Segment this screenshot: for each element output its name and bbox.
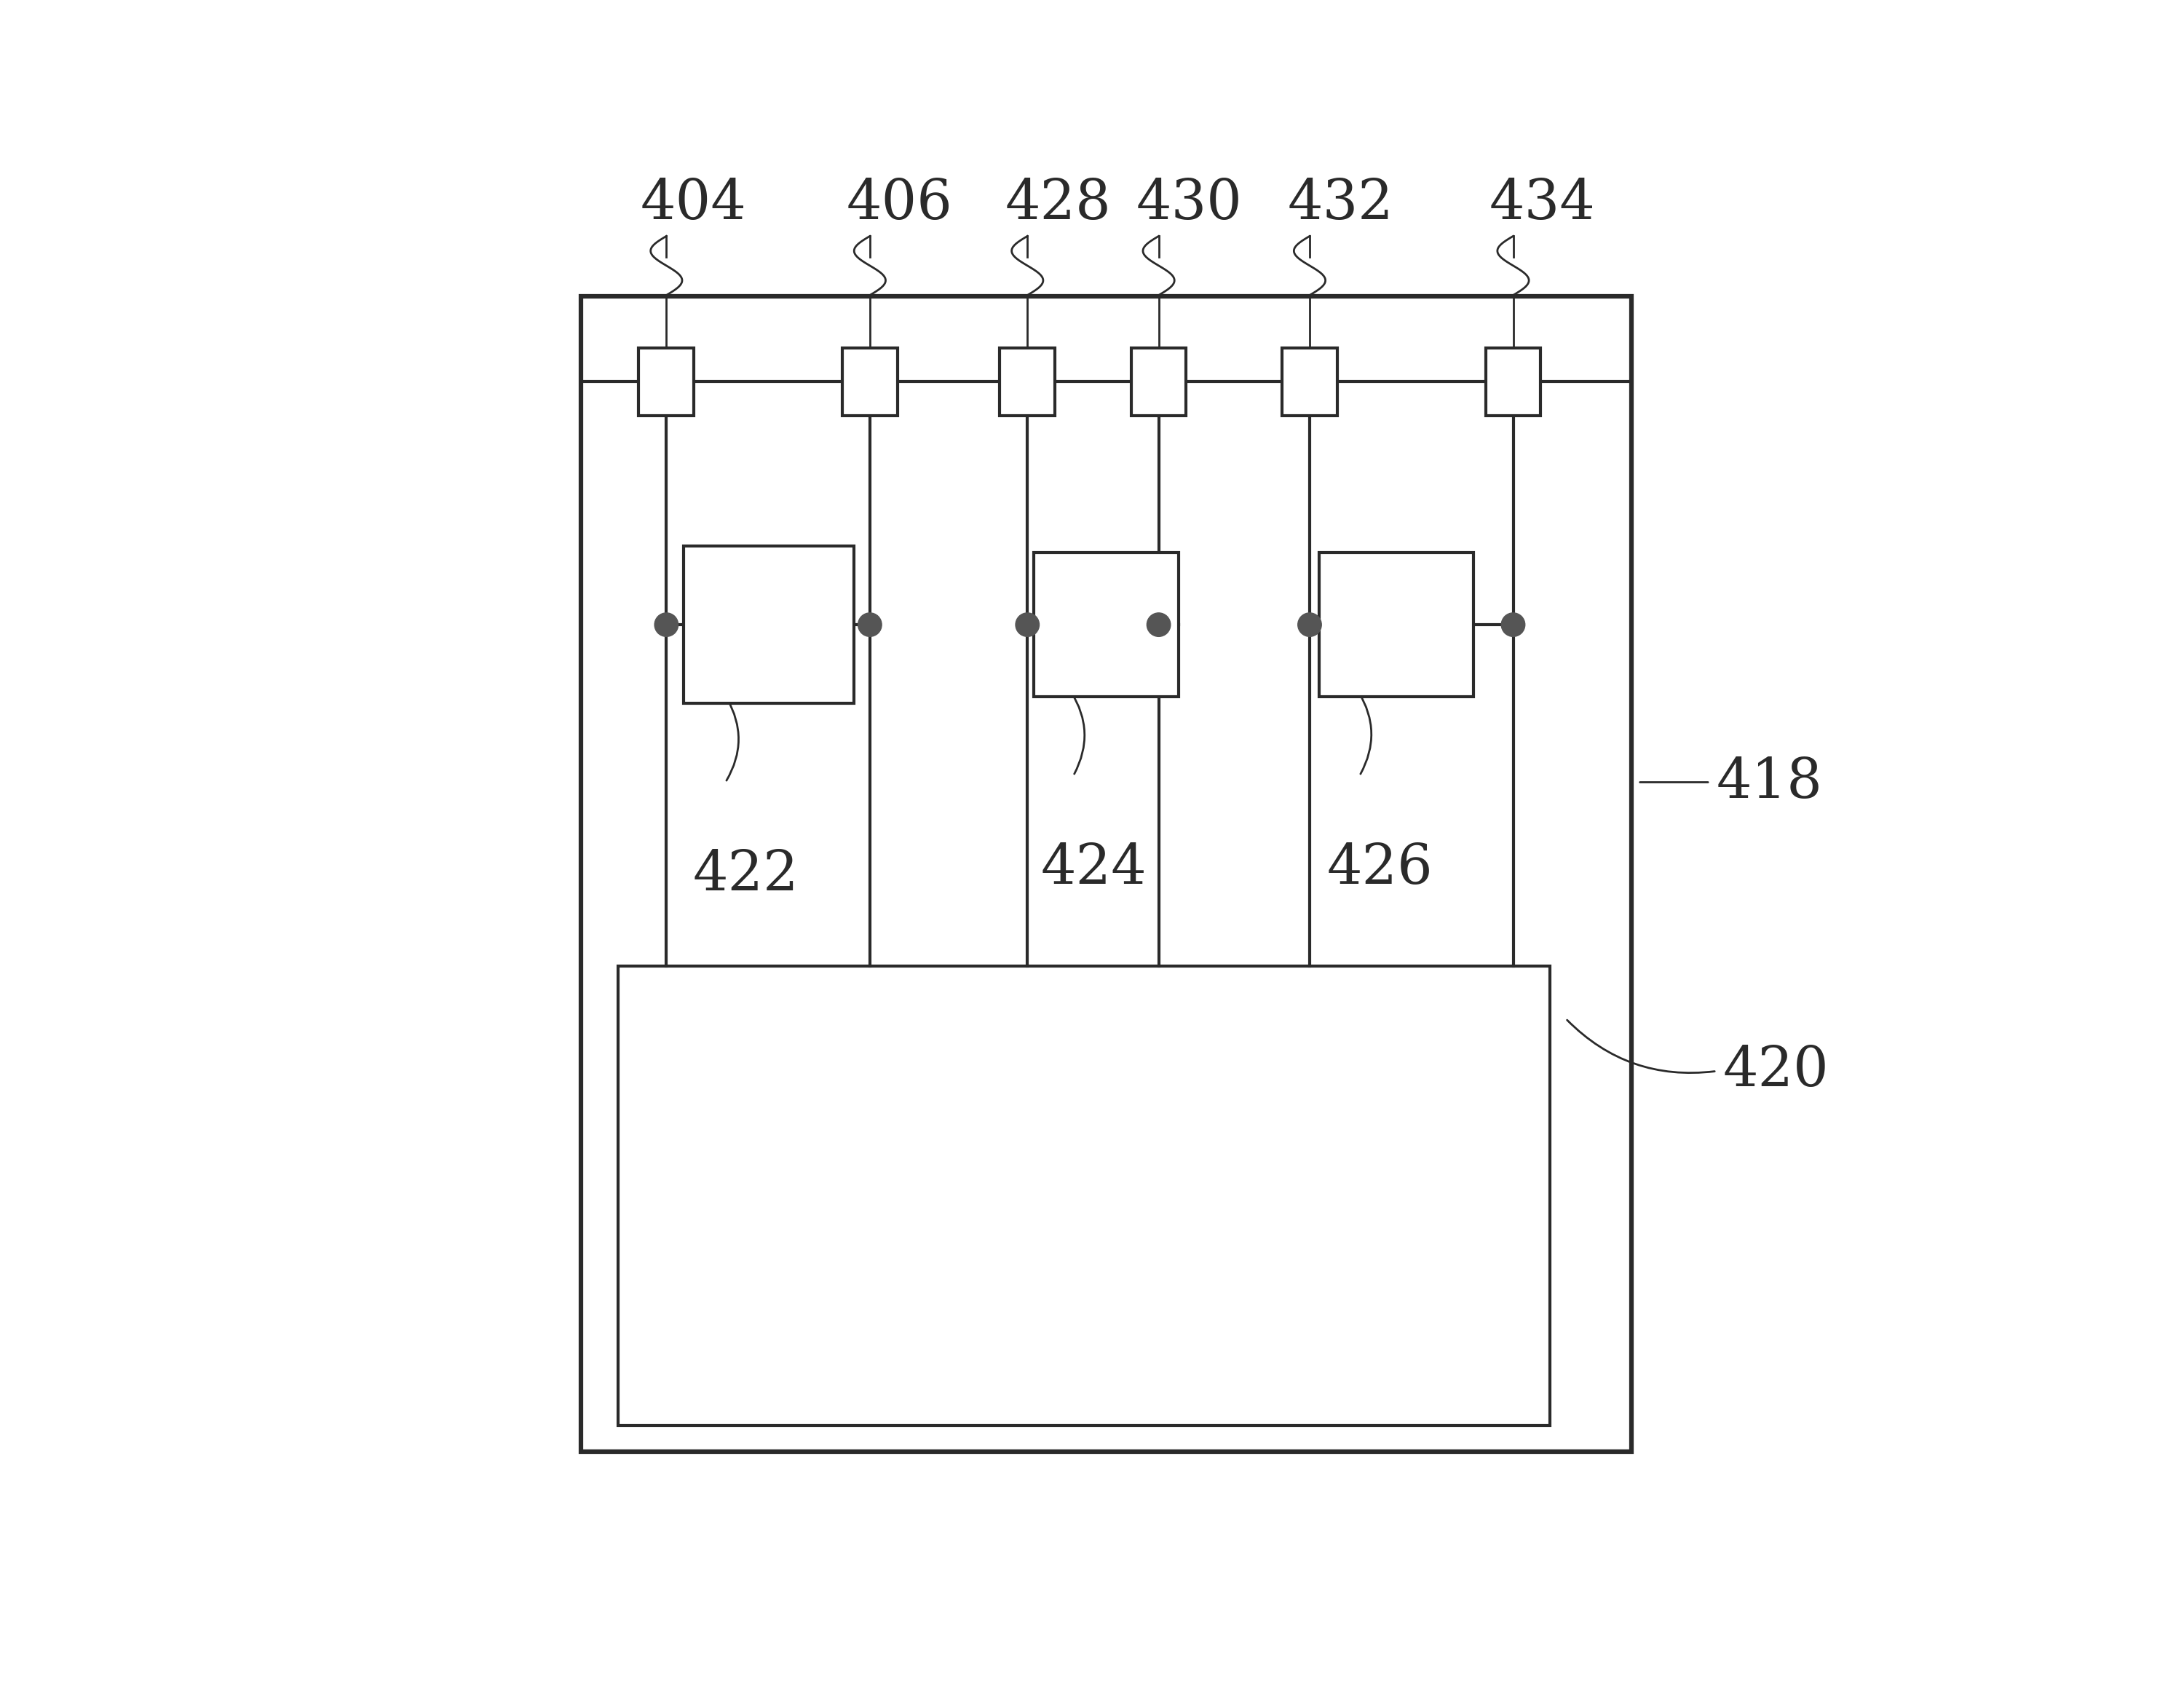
Text: 432: 432: [1286, 177, 1393, 230]
Text: 406: 406: [845, 177, 952, 230]
Bar: [1033, 552, 1179, 697]
Circle shape: [1297, 612, 1321, 636]
Text: 434: 434: [1489, 177, 1597, 230]
Bar: [581, 297, 1631, 1453]
Bar: [843, 348, 898, 416]
Text: 424: 424: [1040, 841, 1147, 895]
Bar: [1319, 552, 1474, 697]
Bar: [618, 967, 1551, 1425]
Bar: [1000, 348, 1055, 416]
Bar: [1131, 348, 1186, 416]
Text: 404: 404: [640, 177, 747, 230]
Text: 418: 418: [1717, 755, 1824, 810]
Bar: [1485, 348, 1540, 416]
Text: 420: 420: [1723, 1043, 1830, 1098]
Bar: [1282, 348, 1337, 416]
Text: 426: 426: [1326, 841, 1433, 895]
Text: 422: 422: [692, 847, 799, 902]
Circle shape: [858, 612, 882, 636]
Circle shape: [655, 612, 679, 636]
Circle shape: [1147, 612, 1171, 636]
Circle shape: [1500, 612, 1524, 636]
Circle shape: [1016, 612, 1040, 636]
Bar: [638, 348, 695, 416]
Text: 430: 430: [1136, 177, 1243, 230]
Bar: [684, 546, 854, 704]
Text: 428: 428: [1005, 177, 1112, 230]
